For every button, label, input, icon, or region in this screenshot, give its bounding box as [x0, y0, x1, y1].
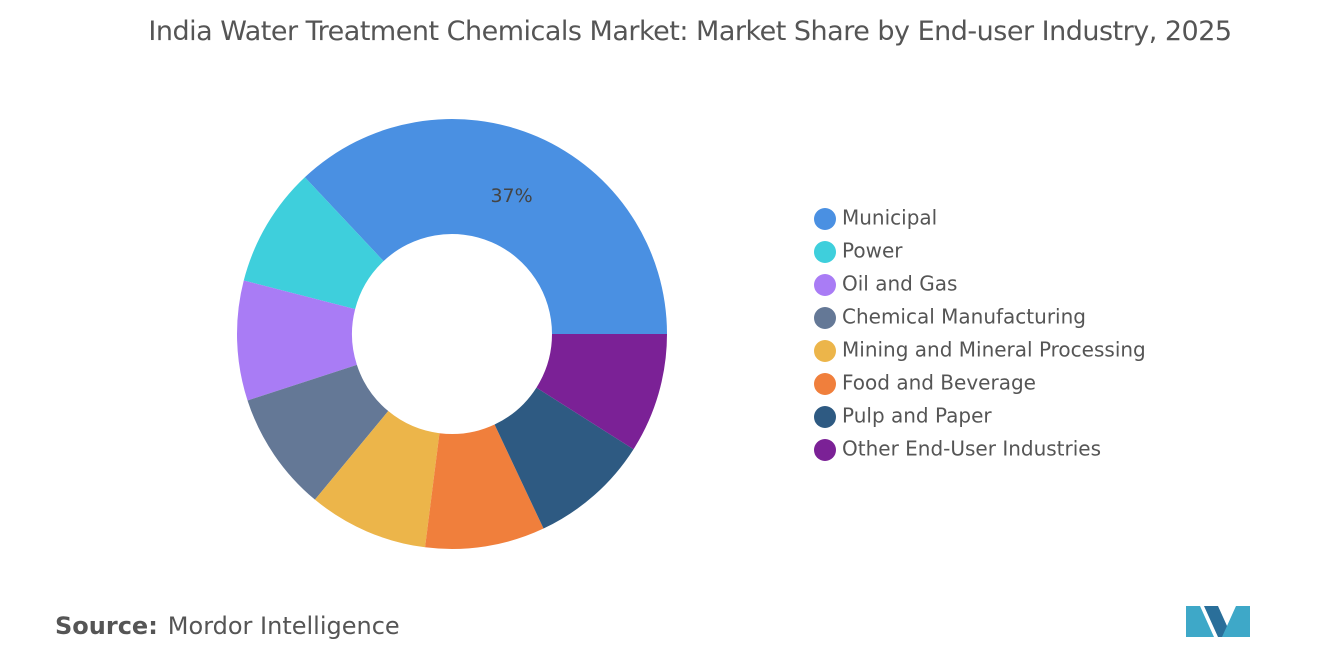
source: Source: Mordor Intelligence	[55, 612, 400, 640]
logo	[1186, 606, 1250, 637]
donut-slice	[536, 334, 667, 450]
source-name: Mordor Intelligence	[167, 612, 400, 640]
donut-slice	[243, 177, 384, 310]
source-label: Source:	[55, 612, 158, 640]
legend-marker	[814, 340, 836, 362]
donut-slice	[237, 280, 357, 401]
legend-marker	[814, 307, 836, 329]
legend-label: Mining and Mineral Processing	[842, 338, 1146, 362]
chart-title: India Water Treatment Chemicals Market: …	[148, 16, 1232, 47]
legend-marker	[814, 274, 836, 296]
legend-marker	[814, 439, 836, 461]
data-label: 37%	[490, 185, 532, 207]
donut-slice	[314, 411, 440, 548]
legend-marker	[814, 208, 836, 230]
legend-label: Chemical Manufacturing	[842, 305, 1086, 329]
legend-marker	[814, 241, 836, 263]
legend-label: Oil and Gas	[842, 272, 957, 296]
donut-slice	[425, 424, 544, 549]
legend-label: Other End-User Industries	[842, 437, 1101, 461]
donut-slice	[247, 364, 389, 500]
donut-slice	[304, 118, 667, 335]
legend-label: Power	[842, 239, 903, 263]
legend-label: Pulp and Paper	[842, 404, 992, 428]
legend-marker	[814, 406, 836, 428]
legend-label: Municipal	[842, 206, 937, 230]
donut-slice	[494, 387, 634, 529]
legend-label: Food and Beverage	[842, 371, 1036, 395]
legend-marker	[814, 373, 836, 395]
